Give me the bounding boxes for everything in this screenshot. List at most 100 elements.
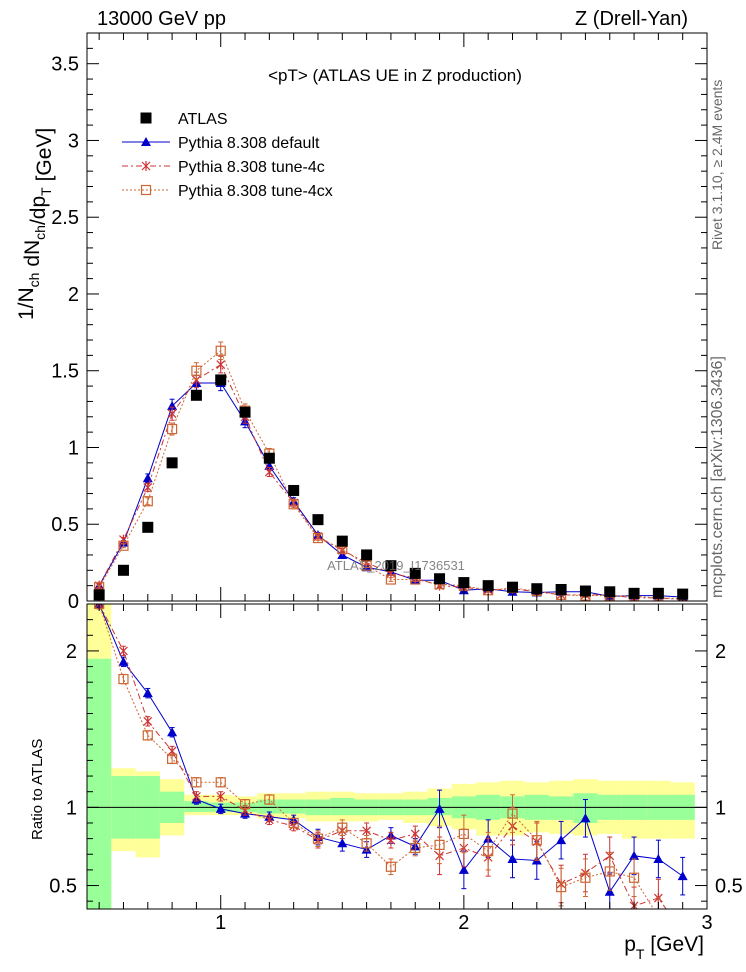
inner-band [281,799,306,814]
legend-label: Pythia 8.308 default [178,135,320,152]
y-axis-title-part: 1/N [15,287,38,320]
y-tick-label: 3 [68,130,79,152]
ratio-point [264,814,274,825]
ratio-point [653,853,664,863]
ratio-y-tick-label: 1 [66,797,77,819]
main-axes: 0 0.5 1 1.5 2 2.5 3 3.5 [51,33,708,613]
data-point [167,401,178,411]
data-point [215,345,226,356]
data-point [239,406,251,418]
legend-label: Pythia 8.308 tune-4c [178,159,325,176]
legend-label: Pythia 8.308 tune-4cx [178,183,333,200]
ratio-point [191,777,202,788]
data-point [216,359,226,370]
x-tick-label: 2 [458,912,469,934]
header-left-label: 13000 GeV pp [97,8,226,30]
data-point [409,567,421,579]
ratio-point [434,839,445,850]
ratio-y-tick-label: 2 [66,641,77,663]
ratio-point [216,791,226,802]
data-point [288,484,300,496]
data-point [385,574,397,585]
ratio-point [362,825,372,836]
ratio-point [580,872,591,883]
ratio-point [118,673,129,685]
data-point [579,585,591,597]
data-point [434,573,446,585]
data-point [190,389,202,401]
ratio-point [143,716,153,727]
x-axis-title-part: T [636,946,645,962]
y-tick-label: 0 [68,591,79,613]
x-axis-title-part: p [624,933,636,956]
data-point [142,473,153,483]
y-tick-label: 1 [68,437,79,459]
x-tick-label: 3 [701,912,712,934]
ratio-point [166,753,178,764]
ratio-frame [86,603,708,910]
data-point [336,535,348,547]
ratio-point [507,853,518,863]
ratio-point [264,794,275,805]
ratio-point [458,864,469,874]
ratio-point [483,846,494,857]
ratio-point [507,808,518,819]
ratio-plot-area [87,604,707,921]
ratio-point [191,791,201,802]
ratio-point [337,822,348,833]
data-point [143,482,153,493]
ratio-point [288,817,299,829]
legend: ATLAS Pythia 8.308 default Pythia 8.308 tu… [122,111,333,200]
y-tick-label: 3.5 [51,54,79,76]
ratio-point [239,799,251,810]
legend-label: ATLAS [178,111,228,128]
data-point [361,549,373,561]
inner-band [330,797,355,816]
data-point [506,581,518,593]
legend-marker [140,184,152,196]
data-point [191,365,202,376]
header-right-label: Z (Drell-Yan) [575,8,688,30]
ratio-point [337,838,348,848]
data-point [142,496,153,507]
y-axis-title-part: ch [26,273,42,288]
ratio-y-tick-label-right: 1 [715,797,726,819]
ratio-line [98,604,667,909]
inner-band [87,658,112,909]
ratio-point [629,850,640,860]
ratio-y-tick-label-right: 0.5 [715,876,743,898]
ratio-point [458,828,469,840]
data-point [555,583,567,595]
ratio-point [556,835,567,845]
ratio-point [312,833,324,844]
ratio-point [654,912,663,921]
legend-marker [141,137,151,146]
ratio-ylabel: Ratio to ATLAS [29,739,46,840]
main-panel: 0 0.5 1 1.5 2 2.5 3 3.5 <pT> (ATLAS UE in Z pro… [15,32,708,613]
data-point [119,534,128,545]
ratio-point [410,842,421,854]
data-point [142,521,154,533]
legend-entry: Pythia 8.308 default [122,135,320,152]
y-axis-title-part: T [38,187,54,196]
x-axis-title-part: [GeV] [644,933,704,956]
ratio-point [604,866,615,877]
watermark-label: ATLAS_2019_I1736531 [327,558,465,573]
ratio-point [167,727,178,737]
data-point [166,457,178,469]
inner-band [548,796,574,820]
data-point [531,583,543,595]
data-point [652,587,664,599]
data-point [385,560,397,572]
y-axis-title-part: /dp [27,196,50,225]
mcplots-label: mcplots.cern.ch [arXiv:1306.3436] [709,356,726,598]
data-point [264,467,274,478]
legend-marker [140,112,152,124]
data-point [604,586,616,598]
ratio-point [386,835,396,846]
data-point [361,560,372,571]
ratio-point [677,871,688,881]
y-tick-label: 0.5 [51,514,79,536]
main-frame [86,32,708,602]
